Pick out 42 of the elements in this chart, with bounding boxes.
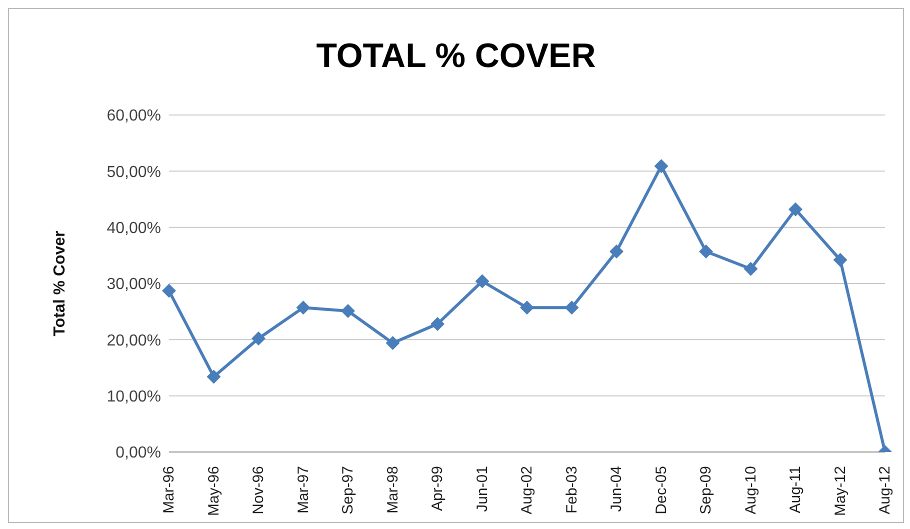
y-tick-label: 60,00% — [106, 108, 161, 125]
x-tick-label: May-12 — [832, 466, 849, 516]
point — [341, 304, 355, 318]
point — [833, 252, 848, 267]
y-tick-label: 30,00% — [106, 276, 161, 294]
x-tick-label: Dec-05 — [652, 466, 670, 514]
point — [520, 300, 534, 315]
y-tick-label: 40,00% — [106, 220, 161, 238]
x-tick-label: Apr-99 — [429, 466, 446, 512]
y-axis-title: Total % Cover — [52, 230, 69, 336]
x-tick-label: Jun-01 — [474, 466, 491, 512]
x-tick-label: Nov-96 — [250, 466, 267, 514]
point — [475, 274, 490, 288]
x-tick-label: Mar-98 — [384, 466, 402, 514]
chart-title: TOTAL % COVER — [315, 37, 597, 77]
x-tick-label: Aug-11 — [787, 466, 804, 514]
point — [252, 332, 266, 346]
point — [699, 244, 713, 258]
x-tick-label: Sep-97 — [340, 466, 356, 514]
x-tick-label: Mar-97 — [294, 466, 312, 514]
x-tick-label: Aug-10 — [742, 466, 760, 514]
x-tick-label: Sep-09 — [698, 466, 714, 514]
y-tick-label: 10,00% — [106, 388, 161, 406]
point — [654, 159, 668, 174]
y-tick-label: 50,00% — [106, 164, 161, 181]
y-tick-label: 20,00% — [106, 332, 161, 350]
point — [744, 262, 758, 276]
y-tick-label: 0,00% — [116, 444, 161, 462]
point — [296, 300, 310, 315]
point — [610, 244, 624, 258]
x-tick-label: Mar-96 — [160, 466, 178, 514]
point — [386, 336, 400, 350]
point — [430, 316, 444, 331]
x-tick-label: May-96 — [205, 466, 222, 516]
point — [162, 284, 176, 298]
x-tick-label: Aug-02 — [518, 466, 536, 514]
point — [564, 300, 579, 315]
x-tick-label: Aug-12 — [876, 466, 894, 514]
x-tick-label: Feb-03 — [563, 466, 580, 514]
point — [206, 370, 221, 384]
point — [788, 202, 802, 216]
x-tick-label: Jun-04 — [608, 466, 625, 512]
